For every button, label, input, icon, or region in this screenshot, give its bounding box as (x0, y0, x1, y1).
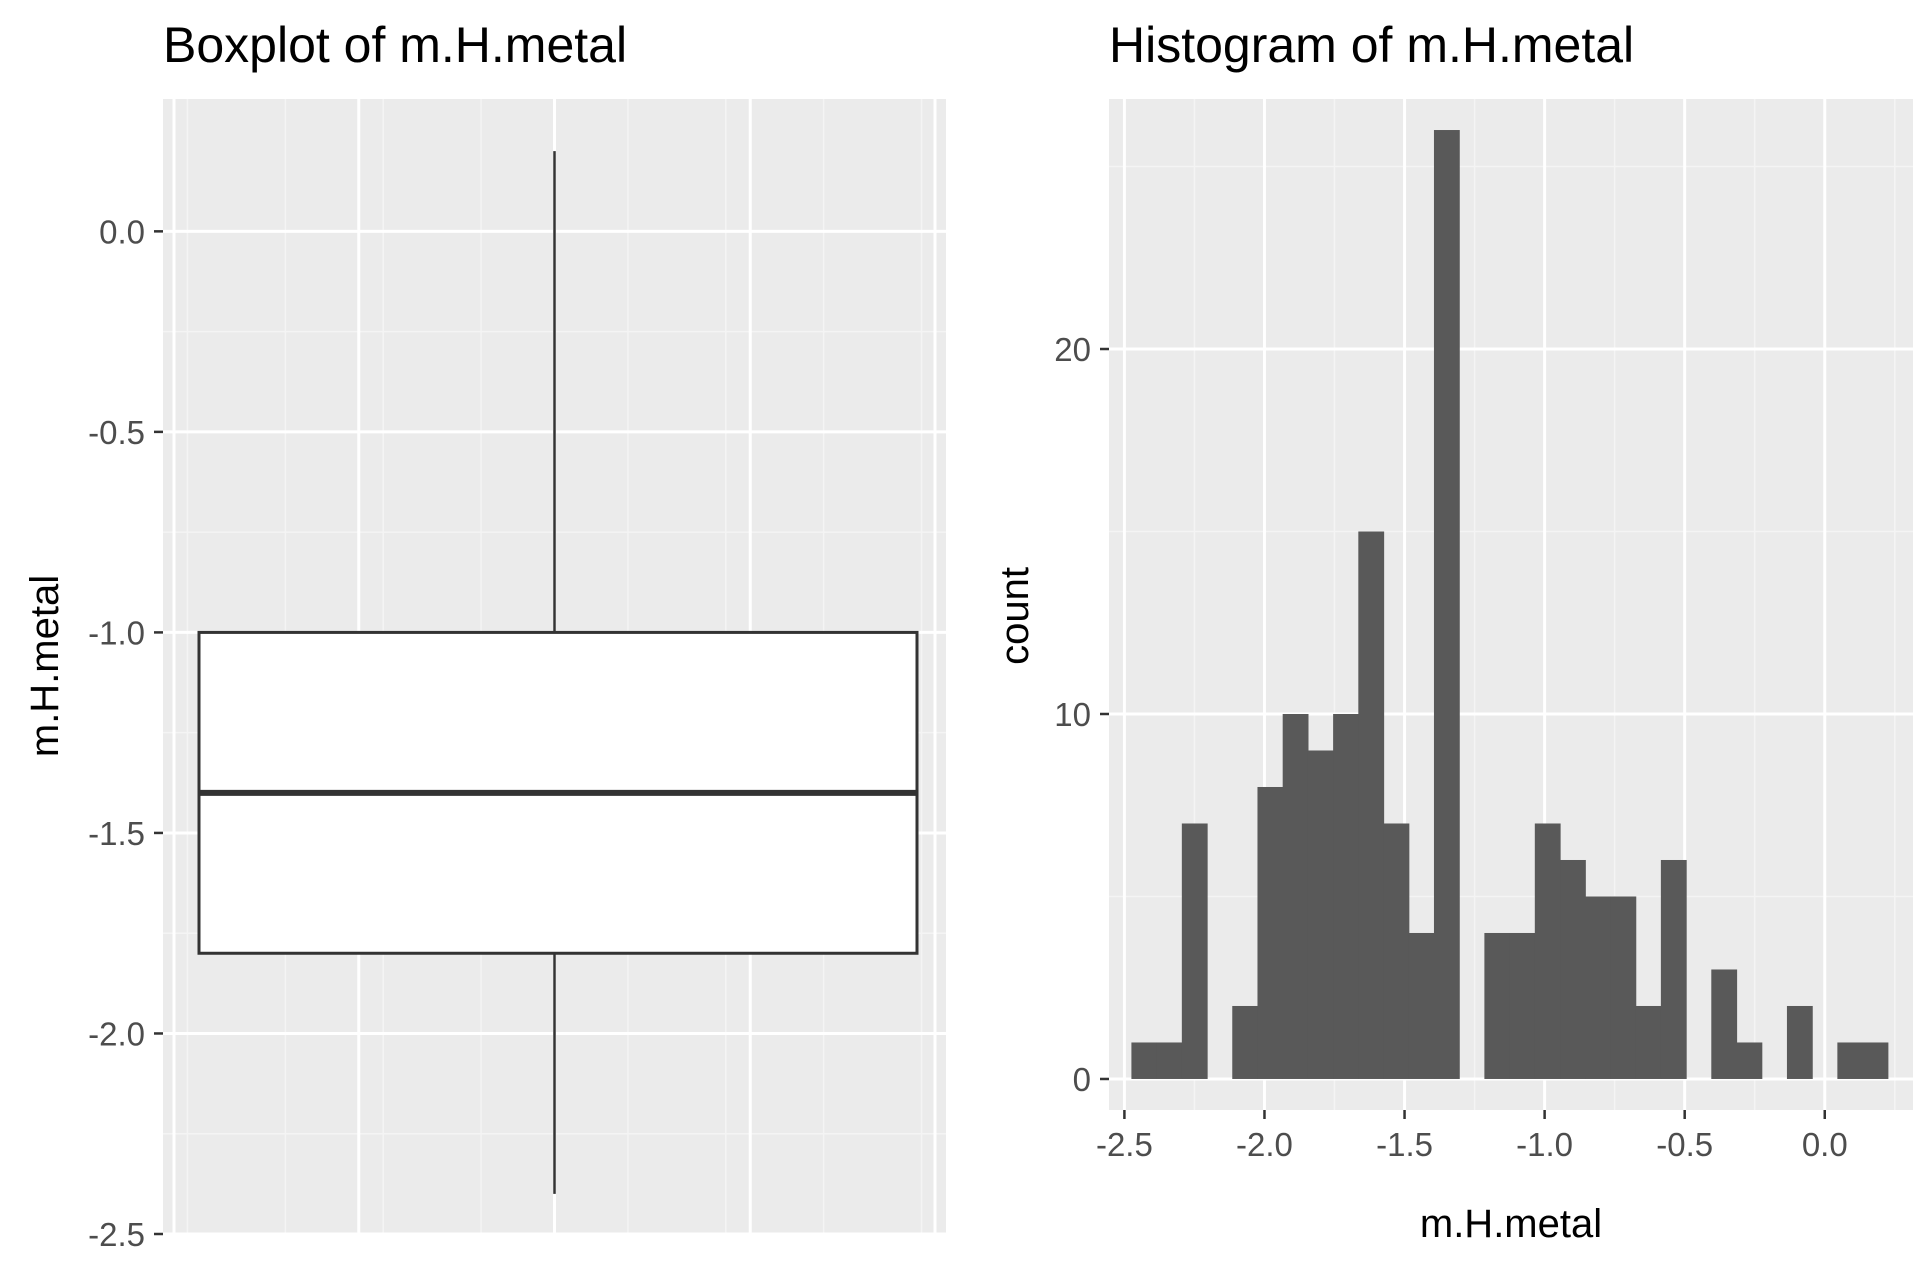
histogram-bar (1711, 969, 1738, 1079)
boxplot-y-tick-label: -2.0 (88, 1015, 145, 1052)
histogram-bar (1585, 896, 1612, 1079)
histogram-y-tick-label: 10 (1054, 696, 1091, 733)
histogram-x-tick-label: -1.5 (1376, 1126, 1433, 1163)
histogram-x-axis: -2.5 -2.0 -1.5 -1.0 -0.5 0.0 (1096, 1110, 1848, 1163)
boxplot-marks (197, 151, 919, 1194)
histogram-bar (1333, 713, 1359, 1079)
histogram-x-tick-label: 0.0 (1802, 1126, 1848, 1163)
histogram-bar (1282, 713, 1309, 1079)
histogram-title: Histogram of m.H.metal (1109, 17, 1634, 73)
histogram-bar (1383, 823, 1410, 1079)
histogram-bar (1635, 1005, 1662, 1079)
boxplot-panel: Boxplot of m.H.metal 0.0 -0.5 -1.0 -1.5 -2.0… (23, 17, 946, 1253)
histogram-bar (1786, 1005, 1813, 1079)
histogram-bar (1660, 859, 1687, 1079)
histogram-bar (1509, 932, 1536, 1079)
histogram-bar (1862, 1042, 1889, 1079)
boxplot-y-tick-label: -1.5 (88, 815, 145, 852)
histogram-bar (1181, 823, 1208, 1079)
histogram-x-tick-label: -2.0 (1236, 1126, 1293, 1163)
histogram-bar (1433, 130, 1460, 1079)
boxplot-y-tick-label: -1.0 (88, 614, 145, 651)
boxplot-y-tick-label: 0.0 (99, 213, 145, 250)
histogram-bar (1156, 1042, 1183, 1079)
histogram-bar (1131, 1042, 1158, 1079)
boxplot-y-tick-label: -2.5 (88, 1216, 145, 1253)
histogram-bar (1257, 786, 1284, 1079)
boxplot-y-axis: 0.0 -0.5 -1.0 -1.5 -2.0 -2.5 (88, 213, 163, 1253)
histogram-bar (1484, 932, 1511, 1079)
histogram-y-tick-label: 0 (1073, 1061, 1091, 1098)
histogram-bar (1560, 859, 1586, 1079)
histogram-bar (1358, 531, 1385, 1079)
histogram-bars (1131, 130, 1889, 1079)
boxplot-title: Boxplot of m.H.metal (163, 17, 627, 73)
histogram-bar (1408, 932, 1435, 1079)
histogram-bar (1610, 896, 1637, 1079)
boxplot-y-axis-label: m.H.metal (23, 575, 67, 757)
histogram-bar (1736, 1042, 1763, 1079)
histogram-x-tick-label: -2.5 (1096, 1126, 1153, 1163)
histogram-bar (1534, 823, 1561, 1079)
histogram-x-axis-label: m.H.metal (1420, 1202, 1602, 1246)
histogram-panel: Histogram of m.H.metal -2.5 -2.0 -1.5 -1.0-… (993, 17, 1913, 1246)
histogram-y-axis: 0 10 20 (1054, 331, 1109, 1098)
histogram-y-axis-label: count (993, 567, 1037, 665)
histogram-bar (1232, 1005, 1259, 1079)
histogram-bar (1837, 1042, 1864, 1079)
boxplot-y-tick-label: -0.5 (88, 414, 145, 451)
histogram-bar (1307, 750, 1334, 1079)
histogram-x-tick-label: -1.0 (1516, 1126, 1573, 1163)
histogram-x-tick-label: -0.5 (1656, 1126, 1713, 1163)
histogram-y-tick-label: 20 (1054, 331, 1091, 368)
